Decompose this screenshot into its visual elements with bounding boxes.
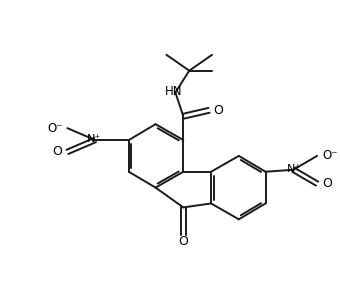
Text: O: O	[322, 177, 332, 190]
Text: O: O	[53, 145, 63, 158]
Text: HN: HN	[165, 85, 182, 98]
Text: O⁻: O⁻	[322, 149, 338, 162]
Text: O: O	[178, 235, 188, 248]
Text: O: O	[213, 104, 223, 117]
Text: O⁻: O⁻	[47, 122, 63, 135]
Text: N⁺: N⁺	[87, 134, 101, 144]
Text: N⁺: N⁺	[287, 164, 302, 174]
